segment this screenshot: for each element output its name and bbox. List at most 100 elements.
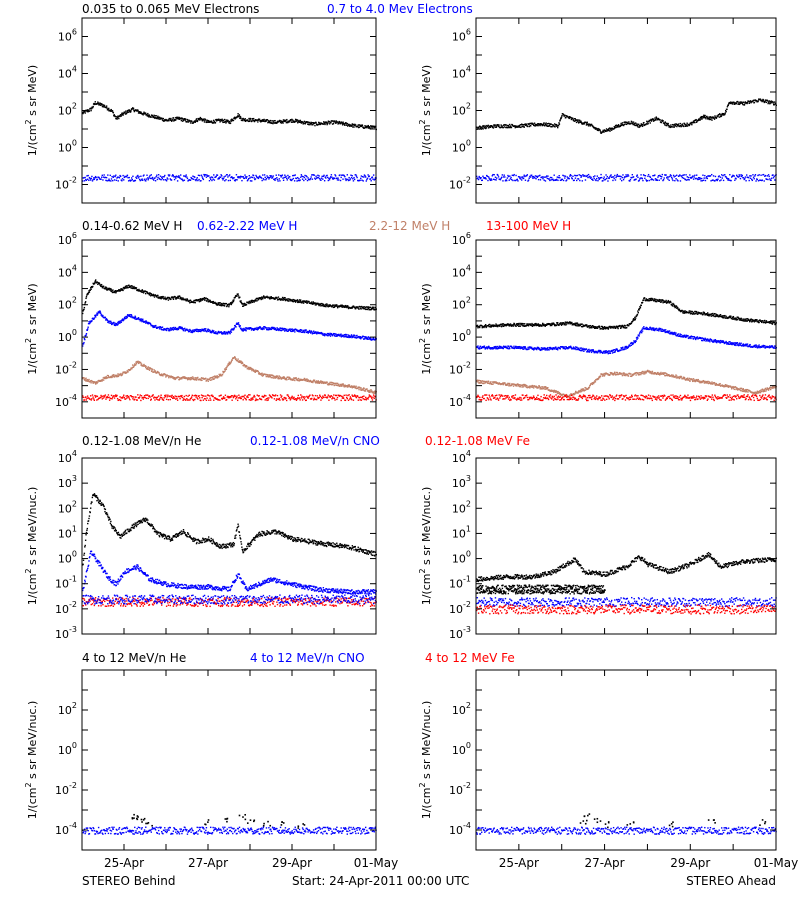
data-point xyxy=(158,296,161,299)
data-point xyxy=(154,370,157,372)
data-point xyxy=(312,381,314,384)
data-point xyxy=(293,299,295,301)
data-point xyxy=(175,177,177,179)
data-point xyxy=(170,376,172,379)
data-point xyxy=(507,174,509,177)
data-point xyxy=(283,329,285,331)
data-point xyxy=(364,126,367,129)
data-point xyxy=(681,123,684,125)
data-point xyxy=(319,381,322,384)
data-point xyxy=(552,124,554,126)
data-point xyxy=(279,180,281,182)
data-point xyxy=(698,119,700,121)
data-point xyxy=(317,123,320,125)
data-point xyxy=(179,296,182,299)
data-point xyxy=(364,390,367,392)
data-point xyxy=(503,174,505,176)
data-point xyxy=(271,326,273,329)
data-point xyxy=(294,331,296,333)
data-point xyxy=(599,177,601,180)
data-point xyxy=(565,116,567,119)
data-point xyxy=(261,372,263,374)
data-point xyxy=(364,176,367,178)
data-point xyxy=(674,179,676,182)
data-point xyxy=(635,122,637,124)
data-point xyxy=(117,180,119,182)
data-point xyxy=(632,176,635,178)
data-point xyxy=(322,381,324,384)
data-point xyxy=(218,376,220,378)
data-point xyxy=(494,126,496,128)
data-point xyxy=(349,336,351,339)
data-point xyxy=(770,101,772,104)
data-point xyxy=(371,176,374,178)
data-point xyxy=(258,371,260,374)
data-point xyxy=(109,288,112,290)
data-point xyxy=(85,399,88,401)
data-point xyxy=(284,174,286,176)
data-point xyxy=(260,121,262,123)
data-point xyxy=(83,177,85,179)
data-point xyxy=(163,120,165,122)
data-point xyxy=(214,301,216,304)
data-point xyxy=(345,122,347,124)
data-point xyxy=(161,297,164,299)
data-point xyxy=(338,179,340,181)
data-point xyxy=(305,301,307,303)
data-point xyxy=(272,122,274,125)
data-point xyxy=(160,297,162,300)
data-point xyxy=(486,174,488,177)
data-point xyxy=(668,124,670,127)
data-point xyxy=(200,329,203,332)
data-point xyxy=(126,286,128,289)
data-point xyxy=(149,293,152,295)
data-point xyxy=(131,315,133,317)
data-point xyxy=(334,120,336,122)
data-point xyxy=(140,175,142,177)
data-point xyxy=(750,102,752,104)
data-point xyxy=(94,177,96,179)
data-point xyxy=(86,378,89,381)
data-point xyxy=(745,180,747,182)
data-point xyxy=(147,323,149,325)
data-point xyxy=(734,103,736,105)
data-point xyxy=(263,394,266,397)
data-point xyxy=(134,364,137,366)
data-point xyxy=(174,119,176,122)
data-point xyxy=(170,179,173,181)
data-point xyxy=(345,335,347,337)
data-point xyxy=(200,180,202,182)
data-point xyxy=(283,120,285,123)
data-point xyxy=(249,301,251,303)
data-point xyxy=(771,177,773,179)
data-point xyxy=(666,123,669,126)
data-point xyxy=(619,175,621,177)
data-point xyxy=(206,330,208,333)
data-point xyxy=(116,118,118,120)
data-point xyxy=(184,399,187,401)
data-point xyxy=(665,124,667,127)
data-point xyxy=(194,329,197,332)
data-point xyxy=(247,396,249,399)
data-point xyxy=(752,176,755,178)
data-point xyxy=(360,389,362,391)
data-point xyxy=(561,178,564,181)
data-point xyxy=(84,335,87,337)
data-point xyxy=(227,303,230,305)
data-point xyxy=(344,122,346,125)
data-point xyxy=(362,388,364,390)
data-point xyxy=(586,174,589,177)
data-point xyxy=(130,287,132,289)
data-point xyxy=(294,299,296,302)
data-point xyxy=(202,394,204,397)
data-point xyxy=(360,177,362,180)
data-point xyxy=(314,381,317,383)
data-point xyxy=(113,397,116,399)
data-point xyxy=(83,341,85,344)
data-point xyxy=(720,115,723,117)
data-point xyxy=(138,111,140,113)
data-point xyxy=(152,325,155,327)
data-point xyxy=(606,177,608,180)
data-point xyxy=(337,122,340,125)
data-point xyxy=(250,367,253,370)
